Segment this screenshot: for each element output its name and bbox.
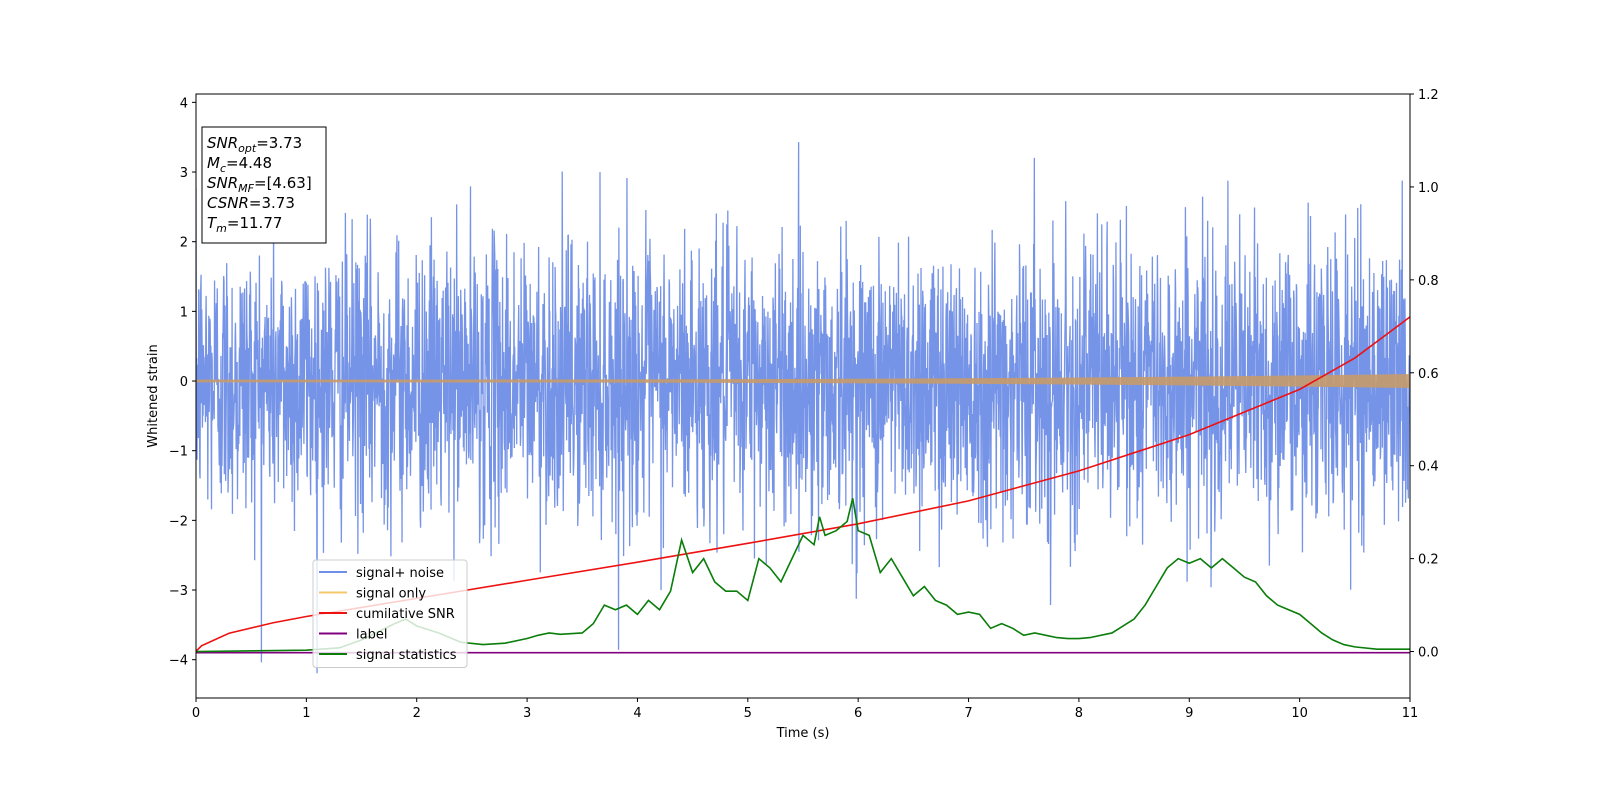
legend: signal+ noise signal only cumilative SNR la… bbox=[312, 559, 468, 668]
y-left-tick-label: 1 bbox=[180, 305, 188, 320]
legend-frame bbox=[312, 559, 468, 668]
x-tick-label: 4 bbox=[633, 706, 641, 721]
info-box-line: CSNR=3.73 bbox=[207, 194, 295, 212]
y-right-tick-label: 0.8 bbox=[1418, 274, 1439, 289]
y-axis-label: Whitened strain bbox=[146, 344, 161, 447]
y-left-tick-label: −1 bbox=[169, 445, 188, 460]
y-right-tick-label: 0.4 bbox=[1418, 460, 1439, 475]
series-cumilative-snr bbox=[196, 316, 1410, 652]
y-right-tick-label: 0.0 bbox=[1418, 646, 1439, 661]
x-tick-label: 2 bbox=[413, 706, 421, 721]
y-left-tick-label: 3 bbox=[180, 166, 188, 181]
y-right-tick-label: 0.2 bbox=[1418, 553, 1439, 568]
info-box-frame bbox=[201, 126, 327, 244]
x-tick-label: 3 bbox=[523, 706, 531, 721]
x-tick-label: 0 bbox=[192, 706, 200, 721]
x-tick-label: 11 bbox=[1402, 706, 1419, 721]
legend-label: signal statistics bbox=[356, 648, 457, 663]
info-box-line: Mc=4.48 bbox=[207, 154, 272, 175]
series-signal-only bbox=[196, 374, 1410, 388]
y-left-tick-label: −2 bbox=[169, 514, 188, 529]
plot-frame bbox=[195, 93, 1411, 699]
x-tick-label: 1 bbox=[302, 706, 310, 721]
y-left-tick-label: 0 bbox=[180, 375, 188, 390]
y-left-tick-label: 2 bbox=[180, 236, 188, 251]
axes-layer: 0 1 2 3 4 5 6 7 8 9 10 1143210−1−2−3−41.21.00.80.60… bbox=[169, 88, 1439, 721]
x-tick-label: 10 bbox=[1291, 706, 1308, 721]
y-right-tick-label: 0.6 bbox=[1418, 367, 1439, 382]
y-left-tick-label: −3 bbox=[169, 584, 188, 599]
x-tick-label: 5 bbox=[744, 706, 752, 721]
y-left-tick-label: 4 bbox=[180, 96, 188, 111]
series-signal-statistics bbox=[196, 498, 1410, 653]
legend-label: cumilative SNR bbox=[356, 607, 455, 622]
x-tick-label: 7 bbox=[964, 706, 972, 721]
info-box-line: Tm=11.77 bbox=[207, 214, 282, 235]
legend-label: label bbox=[356, 628, 387, 643]
y-right-tick-label: 1.0 bbox=[1418, 181, 1439, 196]
x-tick-label: 9 bbox=[1185, 706, 1193, 721]
series-signal-noise bbox=[196, 142, 1410, 674]
legend-label: signal only bbox=[356, 587, 426, 602]
y-left-tick-label: −4 bbox=[169, 654, 188, 669]
x-tick-label: 8 bbox=[1075, 706, 1083, 721]
x-tick-label: 6 bbox=[854, 706, 862, 721]
info-box-line: SNRopt=3.73 bbox=[207, 134, 302, 155]
info-box-line: SNRMF=[4.63] bbox=[207, 174, 312, 195]
x-axis-label: Time (s) bbox=[776, 726, 830, 741]
legend-label: signal+ noise bbox=[356, 566, 444, 581]
y-right-tick-label: 1.2 bbox=[1418, 88, 1439, 103]
